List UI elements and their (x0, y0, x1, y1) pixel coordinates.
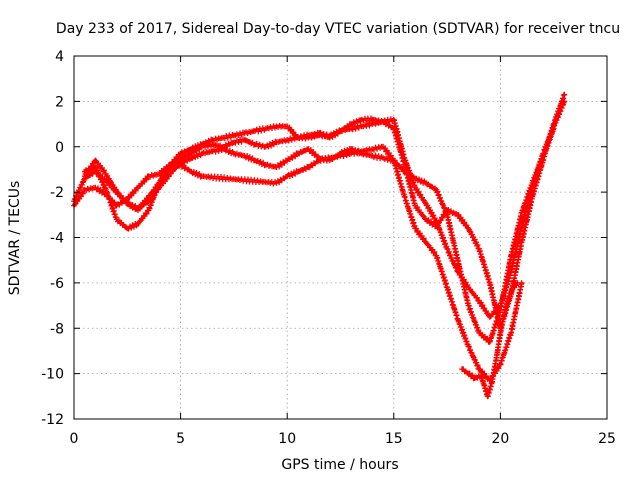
y-tick-label: -10 (41, 367, 64, 383)
x-tick-label: 5 (176, 431, 185, 447)
y-axis-label: SDTVAR / TECUs (7, 181, 23, 296)
data-point-markers (459, 280, 521, 400)
chart-title: Day 233 of 2017, Sidereal Day-to-day VTE… (56, 21, 620, 37)
y-tick-label: -6 (50, 276, 64, 292)
x-tick-label: 25 (598, 431, 616, 447)
series-track-4 (81, 143, 525, 384)
y-tick-label: 0 (55, 140, 64, 156)
series-track-3 (81, 125, 557, 345)
y-tick-label: -4 (50, 231, 64, 247)
x-axis-label: GPS time / hours (281, 457, 398, 473)
data-point-markers (81, 143, 525, 384)
x-tick-label: 10 (278, 431, 296, 447)
plot-frame (73, 55, 608, 420)
y-tick-label: -12 (41, 412, 64, 428)
series-track-5 (459, 280, 521, 400)
x-tick-label: 0 (70, 431, 79, 447)
x-tick-label: 20 (491, 431, 509, 447)
y-tick-label: -8 (50, 321, 64, 337)
y-tick-label: -2 (50, 185, 64, 201)
y-tick-label: 2 (55, 94, 64, 110)
x-tick-label: 15 (385, 431, 403, 447)
tick-labels: 0 5 10 15 20 25 -12 -10 -8 -6 -4 -2 0 2 4 (41, 49, 616, 447)
y-tick-label: 4 (55, 49, 64, 65)
data-point-markers (81, 125, 557, 345)
